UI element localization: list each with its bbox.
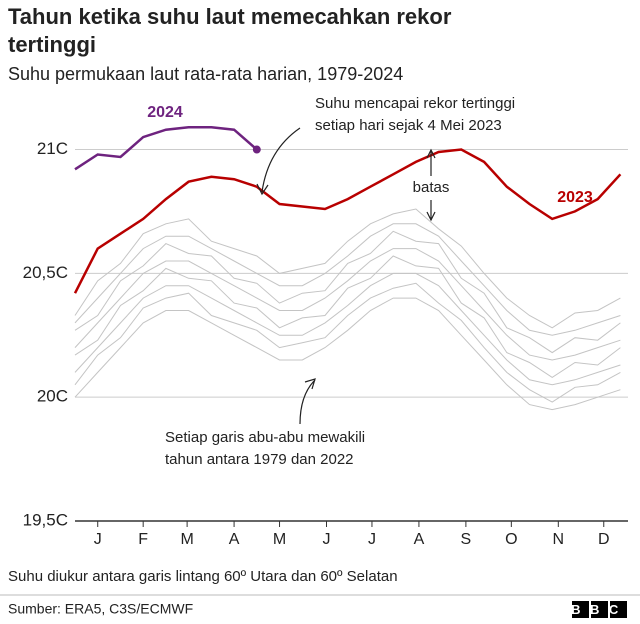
x-tick-label: M: [180, 531, 193, 548]
x-tick-label: M: [273, 531, 286, 548]
series-line: [74, 125, 258, 171]
y-tick-label: 20C: [37, 387, 68, 406]
history-line: [74, 297, 621, 411]
annotation: setiap hari sejak 4 Mei 2023: [315, 117, 502, 134]
history-line: [74, 248, 621, 361]
subtitle: Suhu permukaan laut rata-rata harian, 19…: [8, 64, 403, 84]
y-tick-label: 19,5C: [23, 510, 68, 529]
title: Tahun ketika suhu laut memecahkan rekor: [8, 4, 452, 29]
x-tick-label: J: [323, 531, 331, 548]
history-line: [74, 272, 621, 386]
arrows: [256, 127, 436, 425]
history-line: [74, 230, 621, 354]
source: Sumber: ERA5, C3S/ECMWF: [8, 601, 193, 617]
end-dot: [252, 145, 261, 154]
x-tick-label: J: [94, 531, 102, 548]
annotation: Suhu mencapai rekor tertinggi: [315, 95, 515, 112]
y-tick-label: 20,5C: [23, 263, 68, 282]
x-tick-label: O: [505, 531, 517, 548]
history-line: [74, 255, 621, 378]
history-line: [74, 282, 621, 403]
note: Suhu diukur antara garis lintang 60º Uta…: [8, 568, 398, 585]
annotation: batas: [413, 179, 450, 196]
y-tick-label: 21C: [37, 139, 68, 158]
logo-text: BBC: [571, 602, 628, 617]
x-tick-label: A: [229, 531, 240, 548]
series-label: 2024: [147, 104, 183, 121]
x-tick-label: N: [553, 531, 565, 548]
title: tertinggi: [8, 32, 96, 57]
history-line: [74, 223, 621, 336]
x-tick-label: A: [414, 531, 425, 548]
logo: BBC: [571, 601, 628, 618]
annotation: tahun antara 1979 dan 2022: [165, 451, 354, 468]
x-tick-label: F: [138, 531, 148, 548]
series-label: 2023: [557, 189, 593, 206]
series-line: [73, 148, 622, 294]
history-line: [74, 208, 621, 329]
annotation: Setiap garis abu-abu mewakili: [165, 429, 365, 446]
x-tick-label: D: [598, 531, 610, 548]
x-tick-label: S: [461, 531, 472, 548]
x-tick-label: J: [368, 531, 376, 548]
